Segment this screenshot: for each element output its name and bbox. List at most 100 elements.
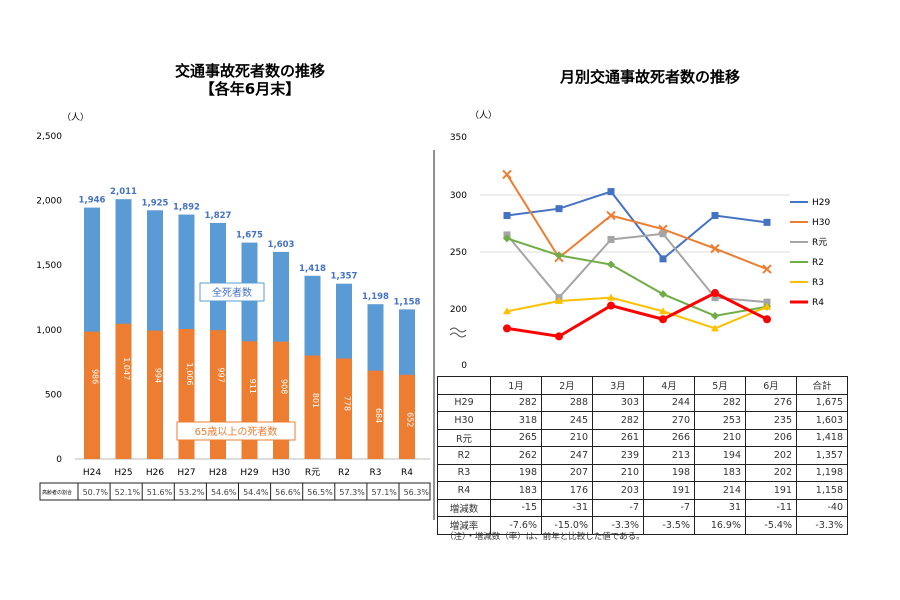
table-cell: 261 xyxy=(592,428,644,447)
bar-elderly xyxy=(84,331,100,459)
legend-label: H29 xyxy=(812,198,830,208)
y-axis-label: （人） xyxy=(62,112,89,123)
y-axis-label-right: （人） xyxy=(470,110,497,121)
table-row: 増減数 -15 -31 -7 -7 31 -11 -40 xyxy=(437,498,848,517)
data-label-elderly: 994 xyxy=(154,368,163,383)
table-row: H30 318 245 282 270 253 235 1,603 xyxy=(437,411,848,430)
table-cell: 194 xyxy=(694,446,746,465)
table-cell: 253 xyxy=(694,411,746,430)
table-cell: 31 xyxy=(694,498,746,517)
x-tick-label: R4 xyxy=(401,468,413,478)
x-tick-label: H24 xyxy=(83,468,101,478)
table-cell: -40 xyxy=(796,498,848,517)
table-row: R4 183 176 203 191 214 191 1,158 xyxy=(437,481,848,500)
series-line-R元 xyxy=(506,232,768,304)
table-cell: 1月 xyxy=(490,376,542,395)
table-row: 増減率 -7.6% -15.0% -3.3% -3.5% 16.9% -5.4% -3.3% xyxy=(437,516,848,535)
table-cell: 303 xyxy=(592,393,644,412)
table-cell: 203 xyxy=(592,481,644,500)
table-cell: 183 xyxy=(694,463,746,482)
x-tick-label: R元 xyxy=(305,468,320,478)
marker xyxy=(606,210,616,221)
legend-label: R3 xyxy=(812,278,824,288)
data-label-total: 1,675 xyxy=(236,231,263,241)
table-row: R3 198 207 210 198 183 202 1,198 xyxy=(437,463,848,482)
table-cell: 1,198 xyxy=(796,463,848,482)
table-cell: 247 xyxy=(541,446,593,465)
ratio-value: 57.3% xyxy=(339,488,365,497)
ratio-value: 56.5% xyxy=(307,488,333,497)
y-tick-label: 250 xyxy=(450,248,467,258)
table-row: R元 265 210 261 266 210 206 1,418 xyxy=(437,428,848,447)
marker xyxy=(607,188,615,196)
marker xyxy=(607,293,615,301)
ratio-value: 54.4% xyxy=(243,488,269,497)
data-label-total: 1,418 xyxy=(299,264,326,274)
data-label-elderly: 997 xyxy=(217,368,226,383)
table-cell: 213 xyxy=(643,446,695,465)
y-tick-label: 350 xyxy=(450,133,467,143)
table-cell: R2 xyxy=(437,446,491,465)
bar-elderly xyxy=(273,341,289,459)
right-chart-title: 月別交通事故死者数の推移 xyxy=(559,68,740,86)
table-cell: 207 xyxy=(541,463,593,482)
table-cell: -7 xyxy=(643,498,695,517)
data-label-total: 2,011 xyxy=(110,187,137,197)
ratio-value: 51.6% xyxy=(147,488,173,497)
marker xyxy=(711,289,719,298)
y-tick-label: 2,000 xyxy=(36,197,62,207)
y-tick-label: 1,000 xyxy=(36,326,62,336)
table-cell: 6月 xyxy=(745,376,797,395)
marker xyxy=(607,301,615,310)
table-cell: 318 xyxy=(490,411,542,430)
left-chart-subtitle: 【各年6月末】 xyxy=(199,80,301,98)
axis-break-icon xyxy=(449,327,467,338)
table-cell: R4 xyxy=(437,481,491,500)
table-cell xyxy=(437,376,491,395)
marker xyxy=(502,169,512,180)
data-label-total: 1,198 xyxy=(362,292,389,302)
marker xyxy=(711,311,719,320)
table-cell: 1,158 xyxy=(796,481,848,500)
left-chart-title: 交通事故死者数の推移 xyxy=(174,62,325,80)
table-cell: 198 xyxy=(490,463,542,482)
marker xyxy=(503,307,511,315)
ratio-value: 57.1% xyxy=(371,488,397,497)
table-cell: 266 xyxy=(643,428,695,447)
data-label-total: 1,603 xyxy=(268,240,295,250)
ratio-value: 56.3% xyxy=(404,488,430,497)
data-label-elderly: 801 xyxy=(311,393,320,408)
monthly-table: 1月 2月 3月 4月 5月 6月 合計 H29 282 288 303 244 282 276 1,675… xyxy=(437,376,848,535)
x-tick-label: H29 xyxy=(240,468,258,478)
marker xyxy=(711,324,719,332)
data-label-elderly: 684 xyxy=(374,408,383,423)
marker xyxy=(763,302,771,310)
series-line-R4 xyxy=(506,291,768,338)
table-cell: 276 xyxy=(745,393,797,412)
table-cell: 235 xyxy=(745,411,797,430)
ratio-value: 56.6% xyxy=(275,488,301,497)
table-cell: 1,418 xyxy=(796,428,848,447)
data-label-elderly: 911 xyxy=(248,379,257,394)
data-label-elderly: 778 xyxy=(343,396,352,411)
x-tick-label: H25 xyxy=(114,468,132,478)
y-tick-label: 2,500 xyxy=(36,132,62,142)
data-label-total: 1,925 xyxy=(142,198,169,208)
y-tick-label: 0 xyxy=(56,455,62,465)
data-label-elderly: 1,047 xyxy=(122,357,131,380)
marker xyxy=(762,264,772,274)
table-cell: 282 xyxy=(592,411,644,430)
marker xyxy=(555,251,563,260)
x-tick-label: H27 xyxy=(177,468,195,478)
data-label-total: 1,946 xyxy=(79,196,106,206)
bar-elderly xyxy=(399,374,415,459)
table-cell: 210 xyxy=(592,463,644,482)
marker xyxy=(763,218,771,226)
ratio-value: 53.2% xyxy=(179,488,205,497)
legend-elderly-box xyxy=(176,421,296,441)
x-tick-label: R3 xyxy=(370,468,382,478)
table-cell: 262 xyxy=(490,446,542,465)
table-cell: -31 xyxy=(541,498,593,517)
marker xyxy=(659,290,667,299)
series-line-R3 xyxy=(506,296,768,330)
